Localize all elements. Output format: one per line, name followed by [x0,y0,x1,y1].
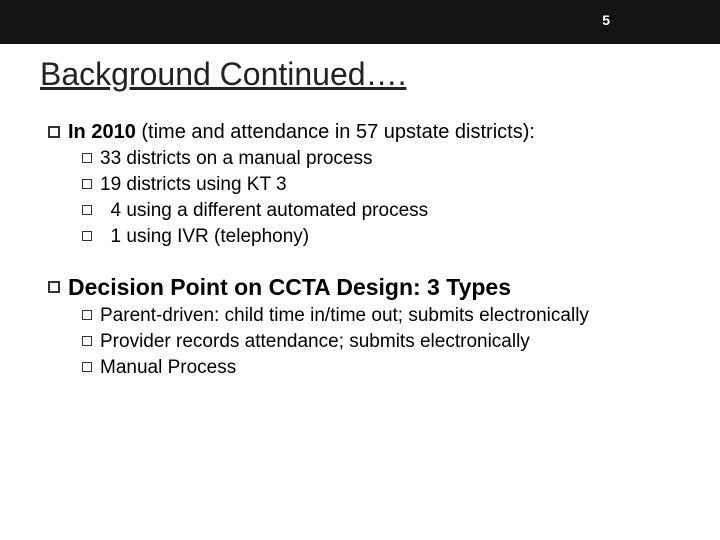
list-item-text: Parent-driven: child time in/time out; s… [100,305,589,327]
list-item: Manual Process [82,357,680,379]
section1-lead-bold: In 2010 [68,121,136,143]
bullet-icon [82,179,92,189]
section2-heading: Decision Point on CCTA Design: 3 Types [48,274,680,301]
list-item: 1 using IVR (telephony) [82,226,680,248]
list-item-text: 4 using a different automated process [100,200,428,222]
slide-title: Background Continued…. [40,56,680,93]
list-item: Parent-driven: child time in/time out; s… [82,305,680,327]
page-number: 5 [602,12,610,28]
bullet-icon [82,231,92,241]
list-item-text: 1 using IVR (telephony) [100,226,309,248]
list-item: 19 districts using KT 3 [82,174,680,196]
list-item-text: Manual Process [100,357,236,379]
section2-heading-text: Decision Point on CCTA Design: 3 Types [68,274,511,301]
bullet-icon [82,310,92,320]
bullet-icon [82,362,92,372]
bullet-icon [48,126,60,138]
list-item-text: 19 districts using KT 3 [100,174,287,196]
list-item: 33 districts on a manual process [82,148,680,170]
bullet-icon [82,205,92,215]
bullet-icon [82,153,92,163]
section1-lead-rest: (time and attendance in 57 upstate distr… [136,121,535,143]
slide-content: Background Continued…. In 2010 (time and… [0,44,720,379]
section1-lead: In 2010 (time and attendance in 57 upsta… [48,121,680,144]
header-bar: 5 [0,0,720,44]
bullet-icon [48,281,60,293]
list-item: Provider records attendance; submits ele… [82,331,680,353]
bullet-icon [82,336,92,346]
list-item: 4 using a different automated process [82,200,680,222]
list-item-text: 33 districts on a manual process [100,148,372,170]
list-item-text: Provider records attendance; submits ele… [100,331,530,353]
